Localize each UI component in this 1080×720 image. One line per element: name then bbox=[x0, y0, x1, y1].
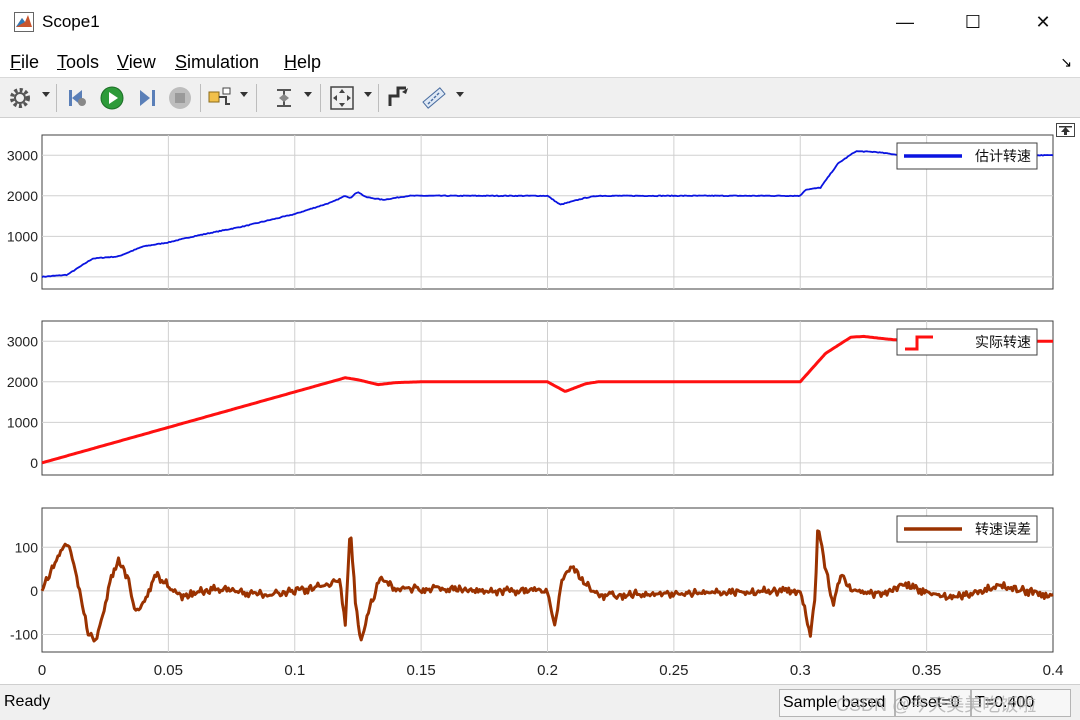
menu-help[interactable]: Help bbox=[284, 52, 322, 72]
y-tick-label: 1000 bbox=[7, 414, 38, 430]
step-back-icon[interactable] bbox=[64, 84, 92, 112]
undock-arrow-icon[interactable]: ↘ bbox=[1060, 54, 1072, 70]
menu-file[interactable]: File bbox=[10, 52, 40, 72]
y-tick-label: 1000 bbox=[7, 228, 38, 244]
signal-statistics-icon[interactable] bbox=[420, 84, 448, 112]
stop-icon[interactable] bbox=[166, 84, 194, 112]
scope-plot-area: 0 1000 2000 3000 估计转速 0 1000 2000 3000 实际转速 -100 0 1… bbox=[0, 118, 1080, 684]
minimize-button[interactable]: — bbox=[870, 0, 940, 45]
x-tick-label: 0 bbox=[38, 662, 46, 679]
triggers-dropdown-icon[interactable] bbox=[304, 92, 312, 97]
maximize-icon: ☐ bbox=[964, 12, 982, 32]
zoom-fit-icon[interactable] bbox=[328, 84, 356, 112]
zoom-dropdown-icon[interactable] bbox=[364, 92, 372, 97]
y-tick-label: 0 bbox=[30, 269, 38, 285]
status-bar: Ready Sample based Offset=0 T=0.400 CSDN… bbox=[0, 684, 1080, 720]
y-tick-label: 3000 bbox=[7, 147, 38, 163]
toolbar-separator bbox=[256, 84, 257, 112]
status-ready: Ready bbox=[4, 693, 51, 710]
settings-dropdown-icon[interactable] bbox=[42, 92, 50, 97]
toolbar-separator bbox=[200, 84, 201, 112]
y-tick-label: 0 bbox=[30, 583, 38, 599]
menu-tools[interactable]: Tools bbox=[57, 52, 100, 72]
y-tick-label: 3000 bbox=[7, 333, 38, 349]
series-line bbox=[41, 150, 1054, 278]
toolbar-separator bbox=[56, 84, 57, 112]
title-bar: Scope1 — ☐ ✕ bbox=[0, 0, 1080, 45]
highlight-dropdown-icon[interactable] bbox=[240, 92, 248, 97]
cursor-measurements-icon[interactable] bbox=[384, 84, 412, 112]
close-button[interactable]: ✕ bbox=[1008, 0, 1078, 45]
series-line bbox=[41, 334, 1054, 465]
legend-box bbox=[896, 328, 1038, 356]
legend-label: 估计转速 bbox=[975, 149, 1031, 165]
legend-label: 实际转速 bbox=[975, 335, 1031, 351]
undock-arrow-glyph bbox=[1059, 126, 1072, 135]
x-tick-label: 0.35 bbox=[912, 662, 941, 679]
series-line bbox=[40, 529, 1054, 643]
triggers-icon[interactable] bbox=[270, 84, 298, 112]
maximize-button[interactable]: ☐ bbox=[938, 0, 1008, 45]
x-tick-label: 0.2 bbox=[537, 662, 558, 679]
x-tick-label: 0.15 bbox=[407, 662, 436, 679]
undock-icon[interactable] bbox=[1056, 123, 1075, 137]
x-tick-label: 0.1 bbox=[284, 662, 305, 679]
gear-icon[interactable] bbox=[6, 84, 34, 112]
y-tick-label: 2000 bbox=[7, 188, 38, 204]
highlight-block-icon[interactable] bbox=[206, 84, 234, 112]
run-icon[interactable] bbox=[98, 84, 126, 112]
statistics-dropdown-icon[interactable] bbox=[456, 92, 464, 97]
toolbar bbox=[0, 78, 1080, 118]
toolbar-separator bbox=[378, 84, 379, 112]
x-tick-label: 0.3 bbox=[790, 662, 811, 679]
y-tick-label: 100 bbox=[15, 539, 39, 555]
status-sample-based: Sample based bbox=[779, 689, 895, 717]
legend-swatch bbox=[905, 335, 933, 351]
y-tick-label: -100 bbox=[10, 627, 38, 643]
y-tick-label: 2000 bbox=[7, 374, 38, 390]
minimize-icon: — bbox=[896, 12, 914, 32]
x-tick-label: 0.25 bbox=[659, 662, 688, 679]
legend-label: 转速误差 bbox=[975, 522, 1031, 538]
x-tick-label: 0.05 bbox=[154, 662, 183, 679]
toolbar-separator bbox=[320, 84, 321, 112]
x-tick-label: 0.4 bbox=[1043, 662, 1064, 679]
window-title: Scope1 bbox=[42, 12, 100, 31]
status-time: T=0.400 bbox=[971, 689, 1071, 717]
watermark: CSDN @今天美美吃饭啦 bbox=[836, 695, 1037, 715]
step-forward-icon[interactable] bbox=[132, 84, 160, 112]
menu-simulation[interactable]: Simulation bbox=[175, 52, 260, 72]
status-offset: Offset=0 bbox=[895, 689, 971, 717]
close-icon: ✕ bbox=[1035, 12, 1051, 32]
y-tick-label: 0 bbox=[30, 455, 38, 471]
menu-view[interactable]: View bbox=[117, 52, 156, 72]
matlab-logo-icon bbox=[14, 12, 34, 32]
menu-bar: File Tools View Simulation Help ↘ bbox=[0, 45, 1080, 78]
